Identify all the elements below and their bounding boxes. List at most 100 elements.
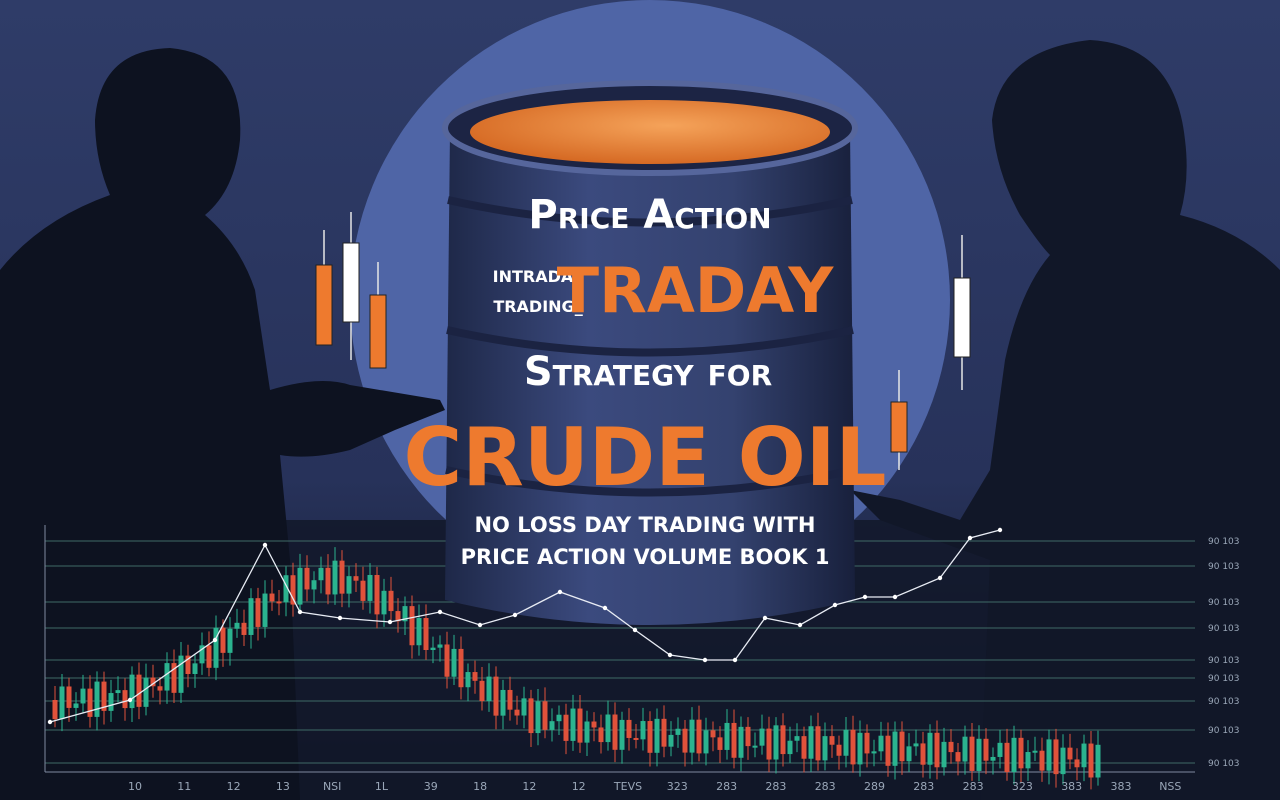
candle-body (227, 628, 233, 653)
candle-body (563, 714, 569, 741)
candle-body (297, 567, 303, 605)
candle-body (843, 729, 849, 756)
candle-body (633, 737, 639, 740)
candle-body (836, 744, 842, 756)
candle-body (1011, 737, 1017, 773)
x-axis-label: TEVS (613, 780, 642, 793)
candle-body (353, 576, 359, 581)
candle-body (395, 611, 401, 622)
trend-point (832, 602, 838, 608)
candle-body (52, 700, 58, 720)
title-line: Strategy for (524, 349, 772, 395)
candle-body (696, 719, 702, 754)
x-axis-label: 383 (1061, 780, 1082, 793)
trend-point (47, 719, 53, 725)
candle-body (542, 701, 548, 730)
candle-body (899, 731, 905, 762)
candle-body (416, 618, 422, 646)
barrel-body (445, 130, 855, 625)
candle-body (969, 736, 975, 771)
candle-body (1039, 750, 1045, 771)
candle-body (584, 721, 590, 743)
candle-body (955, 752, 961, 762)
candle-body (129, 674, 135, 709)
float-body (342, 242, 360, 323)
candle-body (710, 730, 716, 738)
candle-body (794, 736, 800, 741)
candle-body (346, 576, 352, 594)
candle-body (731, 722, 737, 758)
right-silhouette (850, 40, 1280, 800)
candle-body (241, 622, 247, 635)
x-axis-label: 10 (128, 780, 142, 793)
candle-body (108, 693, 114, 711)
x-axis-label: 283 (716, 780, 737, 793)
trend-point (127, 697, 133, 703)
candle-body (367, 574, 373, 601)
candle-body (171, 663, 177, 693)
candle-body (220, 627, 226, 653)
candle-body (451, 648, 457, 677)
candle-body (276, 601, 282, 604)
candle-body (682, 728, 688, 753)
candle-body (283, 575, 289, 603)
oil-barrel (442, 80, 858, 625)
candle-body (892, 731, 898, 766)
float-body (890, 401, 908, 453)
candle-body (605, 714, 611, 743)
candle-body (430, 647, 436, 651)
trend-point (297, 609, 303, 615)
candle-body (136, 674, 142, 707)
candle-body (864, 732, 870, 754)
candle-body (815, 726, 821, 761)
candle-body (787, 740, 793, 755)
trend-point (702, 657, 708, 663)
candle-body (388, 590, 394, 612)
candle-body (234, 622, 240, 629)
candle-body (437, 644, 443, 648)
candle-body (66, 686, 72, 708)
candle-body (647, 721, 653, 753)
candle-body (381, 590, 387, 615)
candle-body (493, 676, 499, 716)
candle-body (528, 698, 534, 734)
candle-body (87, 688, 93, 717)
x-axis-label: NSS (1159, 780, 1181, 793)
candle-body (997, 742, 1003, 757)
barrel-oil (470, 100, 830, 164)
candle-body (507, 689, 513, 710)
candle-body (598, 727, 604, 743)
title-main: CRUDE OIL (404, 411, 887, 504)
candle-body (164, 663, 170, 691)
title-big: TRADAY (557, 254, 835, 327)
candle-body (521, 698, 527, 716)
candle-body (325, 567, 331, 595)
candle-body (150, 677, 156, 687)
trend-point (862, 594, 868, 600)
subtitle-line: PRICE ACTION VOLUME BOOK 1 (461, 545, 830, 569)
candle-body (983, 738, 989, 761)
candle-body (773, 725, 779, 760)
trend-point (477, 622, 483, 628)
candle-body (948, 741, 954, 753)
x-axis-label: 283 (963, 780, 984, 793)
x-axis-label: NSI (323, 780, 341, 793)
candle-body (1018, 737, 1024, 769)
y-axis-label: 90 103 (1208, 537, 1240, 547)
x-axis-label: 289 (864, 780, 885, 793)
candle-body (255, 598, 261, 627)
candle-body (640, 721, 646, 740)
trend-point (437, 609, 443, 615)
candle-body (871, 751, 877, 754)
candle-body (1074, 759, 1080, 768)
x-axis-label: 11 (177, 780, 191, 793)
candle-body (689, 719, 695, 753)
candle-body (535, 701, 541, 734)
y-axis-label: 90 103 (1208, 759, 1240, 769)
candle-body (1053, 739, 1059, 775)
y-axis-label: 90 103 (1208, 697, 1240, 707)
candle-body (290, 575, 296, 605)
trend-point (667, 652, 673, 658)
candle-body (941, 741, 947, 768)
